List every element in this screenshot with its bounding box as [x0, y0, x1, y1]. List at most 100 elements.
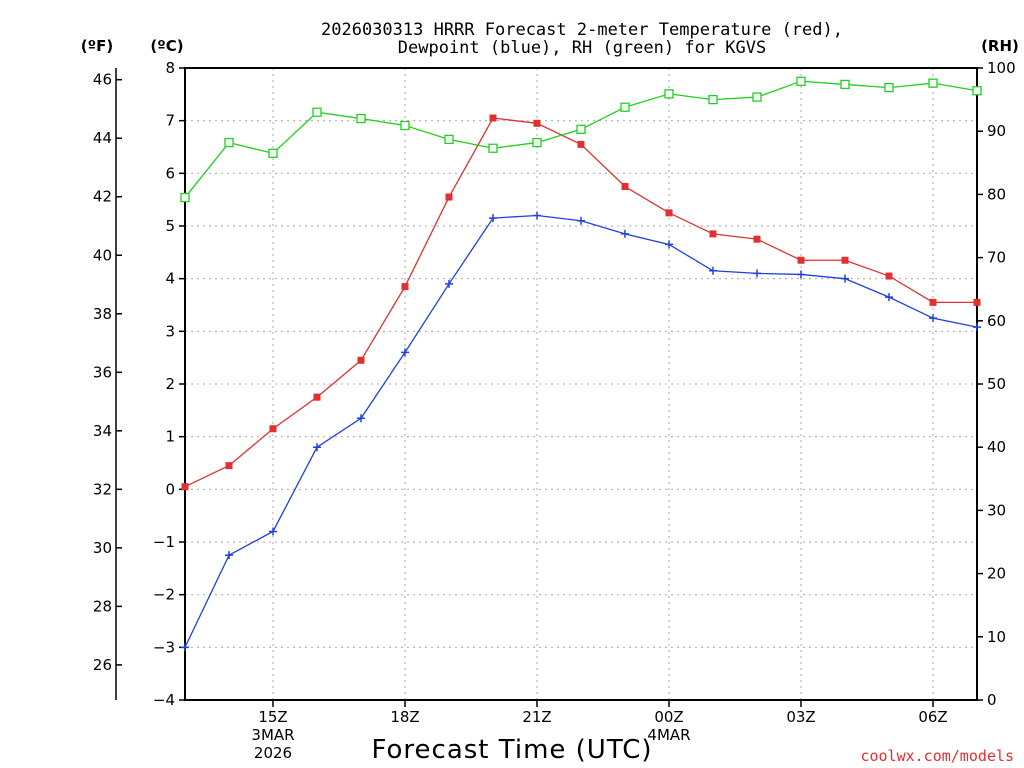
- fahrenheit-axis-unit: (ºF): [81, 37, 113, 55]
- temperature-point: [665, 209, 673, 217]
- dewpoint-point: [181, 643, 189, 652]
- dewpoint-point: [797, 270, 805, 279]
- dewpoint-point: [401, 348, 409, 357]
- temperature-point: [313, 393, 321, 401]
- temperature-point: [885, 272, 893, 280]
- dewpoint-point: [929, 314, 937, 323]
- x-tick-label: 06Z: [918, 708, 947, 726]
- rh-tick-label: 70: [987, 249, 1006, 267]
- rh-point: [840, 79, 850, 90]
- grid-lines: [185, 68, 977, 700]
- credit-text: coolwx.com/models: [860, 747, 1014, 765]
- rh-tick-label: 90: [987, 122, 1006, 140]
- temperature-point: [445, 193, 453, 201]
- dewpoint-line: [184, 214, 978, 648]
- dewpoint-point: [577, 216, 585, 225]
- temperature-point: [225, 462, 233, 470]
- fahrenheit-tick-label: 30: [93, 539, 112, 557]
- fahrenheit-tick-label: 44: [93, 129, 112, 147]
- rh-point: [796, 76, 806, 86]
- dewpoint-point: [665, 240, 673, 249]
- celsius-tick-label: 2: [165, 375, 175, 393]
- celsius-tick-label: 4: [165, 270, 175, 288]
- temperature-point: [401, 283, 409, 291]
- rh-tick-label: 100: [987, 59, 1016, 77]
- rh-point: [444, 134, 454, 145]
- celsius-tick-label: 3: [165, 322, 175, 340]
- x-tick-year: 2026: [254, 744, 292, 762]
- temperature-point: [621, 183, 629, 190]
- rh-point: [928, 78, 938, 88]
- rh-point: [884, 82, 894, 93]
- fahrenheit-tick-label: 38: [93, 305, 112, 323]
- celsius-tick-label: 8: [165, 59, 175, 77]
- fahrenheit-tick-label: 36: [93, 363, 112, 381]
- temperature-point: [489, 114, 497, 122]
- fahrenheit-tick-label: 40: [93, 246, 112, 264]
- rh-point: [356, 113, 366, 124]
- rh-point: [576, 124, 586, 134]
- dewpoint-point: [445, 279, 453, 288]
- dewpoint-point: [269, 527, 277, 536]
- x-axis-label: Forecast Time (UTC): [371, 735, 652, 765]
- dewpoint-point: [621, 229, 629, 238]
- temperature-point: [929, 298, 937, 306]
- rh-tick-label: 40: [987, 438, 1006, 456]
- celsius-tick-label: 1: [165, 428, 175, 446]
- fahrenheit-tick-label: 26: [93, 656, 112, 674]
- x-tick-date: 3MAR: [251, 726, 294, 744]
- celsius-tick-label: −1: [153, 533, 175, 551]
- axes: −4−3−2−101234567826283032343638404244460…: [93, 59, 1016, 762]
- data-series: [180, 76, 982, 652]
- dewpoint-point: [225, 551, 233, 560]
- chart-title-line2: Dewpoint (blue), RH (green) for KGVS: [398, 38, 766, 58]
- rh-axis-unit: (RH): [981, 37, 1019, 55]
- temperature-point: [753, 235, 761, 243]
- x-tick-label: 03Z: [786, 708, 815, 726]
- fahrenheit-tick-label: 28: [93, 597, 112, 615]
- dewpoint-point: [709, 266, 717, 275]
- rh-tick-label: 50: [987, 375, 1006, 393]
- rh-tick-label: 60: [987, 312, 1006, 330]
- temperature-point: [357, 356, 365, 364]
- fahrenheit-tick-label: 46: [93, 71, 112, 89]
- rh-point: [224, 137, 234, 148]
- temperature-point: [181, 483, 189, 491]
- celsius-tick-label: 5: [165, 217, 175, 235]
- celsius-tick-label: 7: [165, 112, 175, 130]
- temperature-point: [533, 119, 541, 127]
- dewpoint-point: [533, 211, 541, 220]
- rh-tick-label: 80: [987, 185, 1006, 203]
- rh-point: [664, 89, 674, 99]
- fahrenheit-tick-label: 34: [93, 422, 112, 440]
- celsius-tick-label: 6: [165, 164, 175, 182]
- rh-point: [972, 86, 982, 96]
- celsius-tick-label: −3: [153, 638, 175, 656]
- dewpoint-point: [357, 414, 365, 423]
- rh-tick-label: 30: [987, 501, 1006, 519]
- rh-tick-label: 20: [987, 565, 1006, 583]
- temperature-point: [973, 298, 981, 306]
- rh-line: [184, 80, 978, 198]
- temperature-point: [577, 140, 585, 148]
- fahrenheit-tick-label: 32: [93, 480, 112, 498]
- rh-tick-label: 0: [987, 691, 997, 709]
- celsius-axis-unit: (ºC): [150, 37, 183, 55]
- celsius-tick-label: −4: [153, 691, 175, 709]
- x-tick-label: 18Z: [390, 708, 419, 726]
- dewpoint-point: [489, 214, 497, 223]
- rh-point: [752, 92, 762, 102]
- rh-point: [708, 94, 718, 105]
- rh-point: [488, 143, 498, 153]
- dewpoint-point: [973, 323, 981, 332]
- x-tick-label: 21Z: [522, 708, 551, 726]
- chart-title-line1: 2026030313 HRRR Forecast 2-meter Tempera…: [321, 20, 843, 40]
- rh-point: [180, 192, 190, 203]
- rh-point: [312, 107, 322, 117]
- x-tick-label: 15Z: [258, 708, 287, 726]
- x-tick-date: 4MAR: [647, 726, 690, 744]
- temperature-point: [709, 230, 717, 238]
- rh-point: [532, 137, 542, 148]
- fahrenheit-tick-label: 42: [93, 188, 112, 206]
- dewpoint-point: [885, 293, 893, 302]
